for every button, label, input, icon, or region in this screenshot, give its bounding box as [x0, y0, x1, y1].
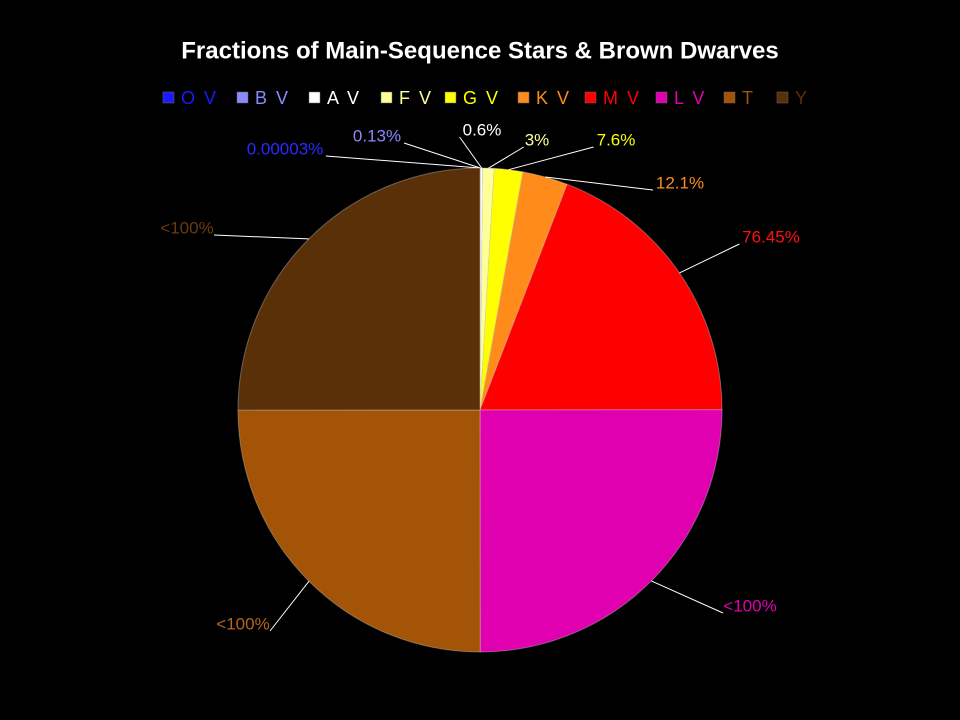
legend-label: A V: [327, 88, 361, 108]
data-label: 3%: [525, 130, 550, 149]
leader-line: [269, 580, 310, 632]
leader-line: [679, 243, 740, 274]
legend-label: K V: [536, 88, 571, 108]
data-label: <100%: [723, 596, 776, 615]
leader-line: [213, 234, 309, 240]
data-label: 0.00003%: [247, 139, 324, 158]
legend-swatch: [776, 91, 789, 104]
data-label: 12.1%: [656, 173, 704, 192]
legend-label: T: [742, 88, 755, 108]
legend-swatch: [380, 91, 393, 104]
legend-label: F V: [399, 88, 433, 108]
legend-swatch: [162, 91, 175, 104]
legend-swatch: [584, 91, 597, 104]
data-label: <100%: [160, 218, 213, 237]
leader-line: [545, 176, 654, 191]
legend-swatch: [655, 91, 668, 104]
legend-swatch: [723, 91, 736, 104]
data-label: 76.45%: [742, 227, 800, 246]
legend-swatch: [308, 91, 321, 104]
leader-line: [459, 136, 483, 169]
data-label: 7.6%: [597, 130, 636, 149]
legend-label: Y: [795, 88, 809, 108]
pie-slice: [479, 167, 484, 411]
leader-line: [488, 146, 525, 169]
pie-slice: [479, 167, 495, 411]
leader-line: [325, 155, 481, 169]
legend-swatch: [517, 91, 530, 104]
data-label: 0.6%: [463, 120, 502, 139]
legend-swatch: [236, 91, 249, 104]
chart-title: Fractions of Main-Sequence Stars & Brown…: [181, 37, 778, 64]
leader-line: [508, 146, 594, 171]
legend-label: O V: [181, 88, 218, 108]
leader-line: [651, 580, 724, 614]
legend-label: M V: [603, 88, 641, 108]
legend-label: L V: [674, 88, 706, 108]
legend-label: G V: [463, 88, 500, 108]
pie-slice: [479, 183, 723, 411]
leader-line: [403, 142, 481, 169]
data-label: <100%: [216, 614, 269, 633]
legend-label: B V: [255, 88, 290, 108]
data-label: 0.13%: [353, 126, 401, 145]
legend-swatch: [444, 91, 457, 104]
pie-slice: [479, 167, 524, 411]
